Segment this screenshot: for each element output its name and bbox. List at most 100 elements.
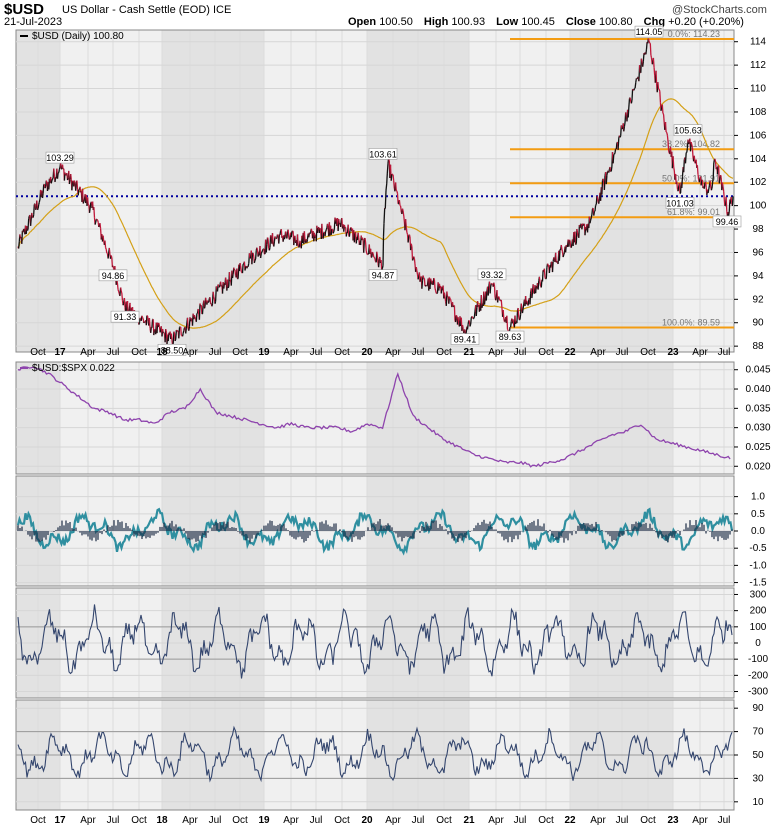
exchange-label: ICE (213, 4, 232, 16)
value-label: 94.87 (372, 271, 395, 281)
price-segment (251, 252, 254, 265)
price-segment (485, 290, 488, 301)
y-tick-label: 0.030 (745, 423, 770, 434)
price-segment (676, 181, 679, 190)
price-segment (94, 222, 97, 225)
price-segment (443, 292, 446, 297)
price-segment (273, 241, 276, 247)
price-segment (180, 334, 183, 337)
price-segment (261, 250, 264, 253)
price-segment (108, 247, 111, 255)
close-label: Close (565, 16, 596, 28)
price-segment (630, 99, 633, 104)
price-segment (455, 314, 458, 317)
price-segment (679, 192, 682, 195)
price-segment (377, 258, 380, 268)
price-segment (723, 191, 725, 200)
price-segment (197, 308, 200, 315)
panel-border (15, 29, 735, 353)
price-segment (589, 217, 592, 221)
ratio-legend: $USD:$SPX 0.022 (32, 363, 115, 374)
price-segment (406, 232, 409, 235)
y-tick-label: 200 (750, 606, 767, 617)
x-tick-label: Apr (385, 815, 401, 826)
price-segment (596, 195, 599, 198)
price-segment (434, 290, 437, 294)
price-segment (696, 165, 699, 175)
price-segment (429, 278, 432, 282)
price-segment (17, 241, 20, 249)
price-segment (290, 231, 293, 238)
y-tick-label: 0.045 (745, 365, 770, 376)
price-segment (57, 172, 60, 174)
price-segment (526, 300, 529, 305)
price-segment (666, 132, 669, 136)
price-segment (107, 253, 110, 259)
x-tick-label: Apr (283, 815, 299, 826)
price-segment (324, 229, 327, 232)
price-segment (444, 296, 447, 302)
price-segment (677, 186, 680, 192)
price-segment (215, 286, 218, 289)
price-segment (102, 235, 105, 242)
price-segment (209, 297, 212, 304)
price-segment (408, 234, 411, 238)
price-segment (381, 265, 384, 269)
y-tick-label: 94 (752, 271, 764, 282)
price-segment (218, 284, 221, 288)
chart-header: $USD US Dollar - Cash Settle (EOD) ICE 2… (0, 0, 780, 30)
price-segment (247, 263, 250, 267)
price-segment (712, 162, 715, 179)
price-segment (390, 174, 393, 181)
price-segment (298, 246, 300, 248)
price-segment (719, 174, 722, 178)
price-segment (88, 208, 91, 213)
price-segment (240, 271, 243, 273)
price-segment (51, 177, 54, 180)
price-segment (227, 286, 230, 289)
price-segment (659, 91, 662, 103)
price-segment (269, 235, 272, 248)
price-segment (286, 231, 289, 239)
price-segment (649, 43, 652, 56)
value-label: 105.63 (674, 126, 702, 136)
y-tick-label: 110 (750, 84, 766, 95)
price-segment (120, 290, 123, 294)
y-tick-label: 0.040 (745, 384, 770, 395)
low-value: 100.45 (521, 16, 555, 28)
value-label-box (634, 25, 664, 38)
price-segment (596, 197, 599, 202)
price-segment (353, 233, 356, 243)
price-segment (38, 202, 40, 205)
price-segment (254, 250, 257, 259)
value-label-box (157, 343, 187, 356)
price-segment (627, 106, 630, 118)
value-label: 94.86 (102, 271, 125, 281)
price-segment (591, 208, 594, 215)
price-segment (673, 166, 675, 171)
price-segment (275, 237, 278, 239)
price-segment (33, 204, 35, 215)
price-segment (208, 298, 211, 303)
price-segment (598, 198, 601, 204)
y-tick-label: 114 (750, 37, 766, 48)
price-segment (666, 135, 669, 142)
price-segment (620, 125, 623, 129)
price-segment (416, 270, 419, 275)
price-segment (471, 315, 473, 318)
price-segment (575, 243, 577, 245)
value-label: 99.46 (716, 217, 739, 227)
y-tick-label: 10 (752, 797, 764, 808)
price-segment (293, 237, 296, 246)
value-label: 103.61 (369, 149, 397, 159)
y-tick-label: -1.5 (749, 578, 767, 589)
x-tick-label: Jul (107, 815, 120, 826)
price-segment (612, 154, 615, 164)
price-segment (405, 227, 408, 233)
price-segment (394, 182, 397, 191)
x-tick-label: Oct (232, 815, 248, 826)
price-segment (538, 276, 541, 282)
price-segment (330, 229, 333, 235)
brand-watermark[interactable]: @StockCharts.com (672, 4, 767, 16)
